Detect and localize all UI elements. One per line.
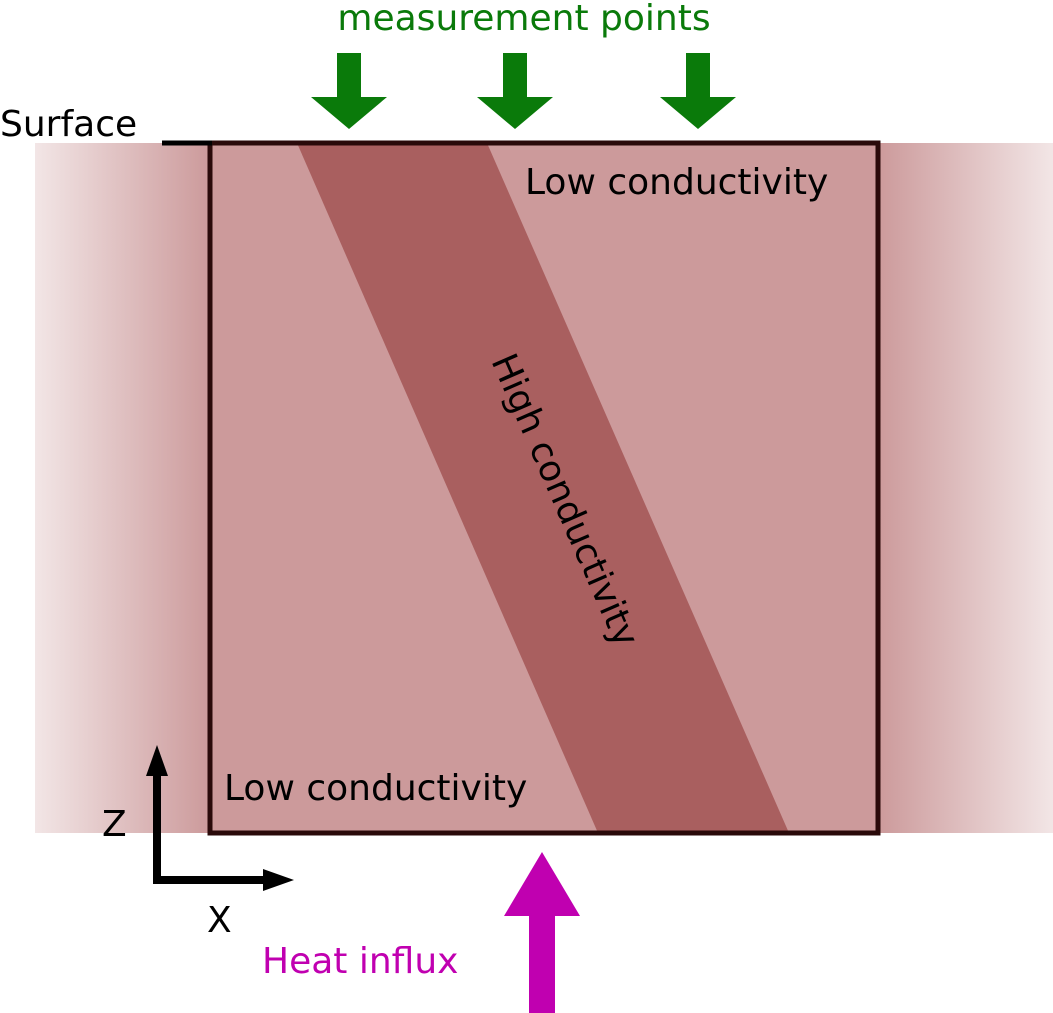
arrow-down-icon bbox=[477, 53, 553, 129]
domain-border bbox=[207, 140, 881, 836]
axis-z-label: Z bbox=[102, 804, 127, 845]
measurement-points-label: measurement points bbox=[337, 0, 710, 39]
measurement-arrow-3 bbox=[660, 53, 736, 129]
arrow-up-icon bbox=[146, 745, 168, 776]
left-extension-band bbox=[35, 143, 210, 833]
measurement-arrow-1 bbox=[311, 53, 387, 129]
low-conductivity-bottom-label: Low conductivity bbox=[224, 768, 527, 809]
arrow-down-icon bbox=[660, 53, 736, 129]
right-extension-band bbox=[878, 143, 1053, 833]
high-conductivity-band bbox=[297, 143, 789, 833]
heat-influx-label: Heat influx bbox=[262, 941, 458, 982]
measurement-arrow-2 bbox=[477, 53, 553, 129]
coordinate-axes bbox=[146, 745, 294, 891]
arrow-up-icon bbox=[504, 852, 580, 1013]
low-conductivity-top-label: Low conductivity bbox=[525, 162, 828, 203]
arrow-down-icon bbox=[311, 53, 387, 129]
surface-label: Surface bbox=[0, 104, 137, 145]
axis-x-label: X bbox=[207, 900, 232, 941]
heat-influx-arrow bbox=[504, 852, 580, 1013]
arrow-right-icon bbox=[263, 869, 294, 891]
